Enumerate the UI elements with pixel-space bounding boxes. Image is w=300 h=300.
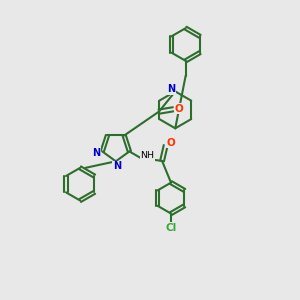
Text: N: N [113,161,121,171]
Text: Cl: Cl [165,223,177,233]
Text: O: O [174,104,183,114]
Text: N: N [92,148,100,158]
Text: N: N [167,84,175,94]
Text: O: O [167,137,176,148]
Text: NH: NH [140,151,154,160]
